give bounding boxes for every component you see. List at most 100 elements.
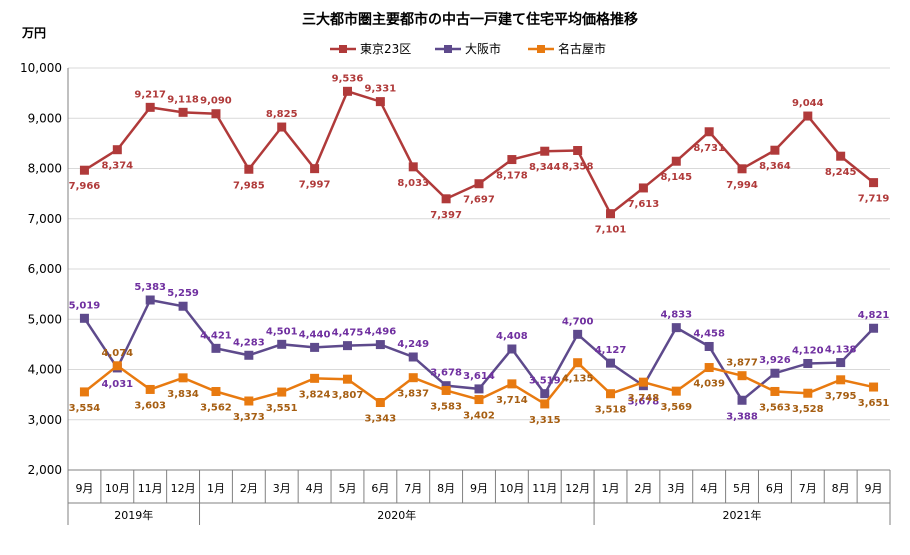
data-point <box>441 194 451 204</box>
data-point <box>244 164 254 174</box>
data-point <box>573 146 583 156</box>
data-point <box>79 165 89 175</box>
data-label: 3,551 <box>266 403 298 414</box>
data-point <box>277 339 287 349</box>
data-label: 7,997 <box>299 180 331 191</box>
y-axis-unit-label: 万円 <box>21 26 46 40</box>
x-tick-label: 12月 <box>565 482 590 495</box>
data-label: 3,402 <box>463 411 495 422</box>
data-label: 3,388 <box>726 411 758 422</box>
legend-marker <box>444 45 452 53</box>
x-tick-label: 9月 <box>470 482 488 495</box>
data-point <box>277 122 287 132</box>
data-label: 3,528 <box>792 404 824 415</box>
data-point <box>310 164 320 174</box>
y-tick-label: 6,000 <box>28 262 62 276</box>
data-point <box>638 377 648 387</box>
data-point <box>507 379 517 389</box>
x-tick-label: 3月 <box>273 482 291 495</box>
y-tick-label: 8,000 <box>28 162 62 176</box>
data-point <box>836 358 846 368</box>
data-point <box>408 162 418 172</box>
data-point <box>441 381 451 391</box>
data-point <box>79 387 89 397</box>
x-tick-label: 3月 <box>667 482 685 495</box>
data-point <box>244 350 254 360</box>
data-label: 8,358 <box>562 162 594 173</box>
data-label: 4,833 <box>660 310 692 321</box>
data-point <box>375 398 385 408</box>
data-point <box>704 127 714 137</box>
data-point <box>178 373 188 383</box>
data-point <box>770 368 780 378</box>
data-label: 8,374 <box>101 161 133 172</box>
x-tick-label: 12月 <box>171 482 196 495</box>
y-tick-label: 10,000 <box>20 61 62 75</box>
gridlines <box>67 67 890 471</box>
legend-entry: 東京23区 <box>360 42 411 56</box>
data-label: 3,678 <box>430 368 462 379</box>
legend-marker <box>537 45 545 53</box>
data-point <box>836 151 846 161</box>
data-point <box>540 399 550 409</box>
data-point <box>803 358 813 368</box>
data-label: 7,966 <box>69 181 101 192</box>
data-point <box>277 387 287 397</box>
data-label: 3,877 <box>726 358 758 369</box>
data-point <box>112 145 122 155</box>
x-tick-label: 1月 <box>602 482 620 495</box>
data-label: 3,651 <box>858 398 890 409</box>
x-tick-label: 11月 <box>532 482 557 495</box>
data-point <box>671 156 681 166</box>
data-label: 3,824 <box>299 389 331 400</box>
data-label: 4,440 <box>299 329 331 340</box>
data-label: 9,090 <box>200 96 232 107</box>
data-label: 9,331 <box>365 84 397 95</box>
x-tick-label: 2月 <box>634 482 652 495</box>
year-group-label: 2020年 <box>377 508 416 522</box>
data-label: 3,795 <box>825 391 857 402</box>
data-label: 5,383 <box>134 282 166 293</box>
data-point <box>507 155 517 165</box>
data-point <box>342 341 352 351</box>
data-point <box>540 389 550 399</box>
series-3: 3,554 4,074 3,6033,8343,5623,3733,5513,824… <box>69 348 890 426</box>
x-tick-label: 7月 <box>799 482 817 495</box>
data-point <box>540 146 550 156</box>
data-label: 7,719 <box>858 194 890 205</box>
x-tick-label: 8月 <box>832 482 850 495</box>
x-tick-label: 6月 <box>371 482 389 495</box>
data-label: 3,562 <box>200 403 232 414</box>
y-tick-label: 3,000 <box>28 413 62 427</box>
data-point <box>145 102 155 112</box>
y-tick-label: 5,000 <box>28 312 62 326</box>
x-tick-label: 5月 <box>733 482 751 495</box>
data-label: 7,994 <box>726 180 758 191</box>
data-point <box>671 386 681 396</box>
data-point <box>507 344 517 354</box>
data-point <box>408 373 418 383</box>
data-point <box>211 387 221 397</box>
data-label: 3,837 <box>397 389 429 400</box>
data-point <box>178 107 188 117</box>
data-label: 3,343 <box>365 414 397 425</box>
data-label: 3,563 <box>759 402 791 413</box>
data-point <box>869 323 879 333</box>
data-label: 7,985 <box>233 180 265 191</box>
data-point <box>310 373 320 383</box>
x-tick-label: 9月 <box>865 482 883 495</box>
data-point <box>869 178 879 188</box>
data-label: 8,145 <box>660 172 692 183</box>
data-point <box>211 343 221 353</box>
data-point <box>342 86 352 96</box>
data-point <box>145 384 155 394</box>
x-tick-label: 7月 <box>404 482 422 495</box>
data-label: 8,825 <box>266 109 298 120</box>
data-point <box>803 111 813 121</box>
data-label: 9,118 <box>167 94 199 105</box>
data-label: 3,614 <box>463 371 495 382</box>
data-point <box>770 145 780 155</box>
data-point <box>375 97 385 107</box>
data-point <box>474 384 484 394</box>
